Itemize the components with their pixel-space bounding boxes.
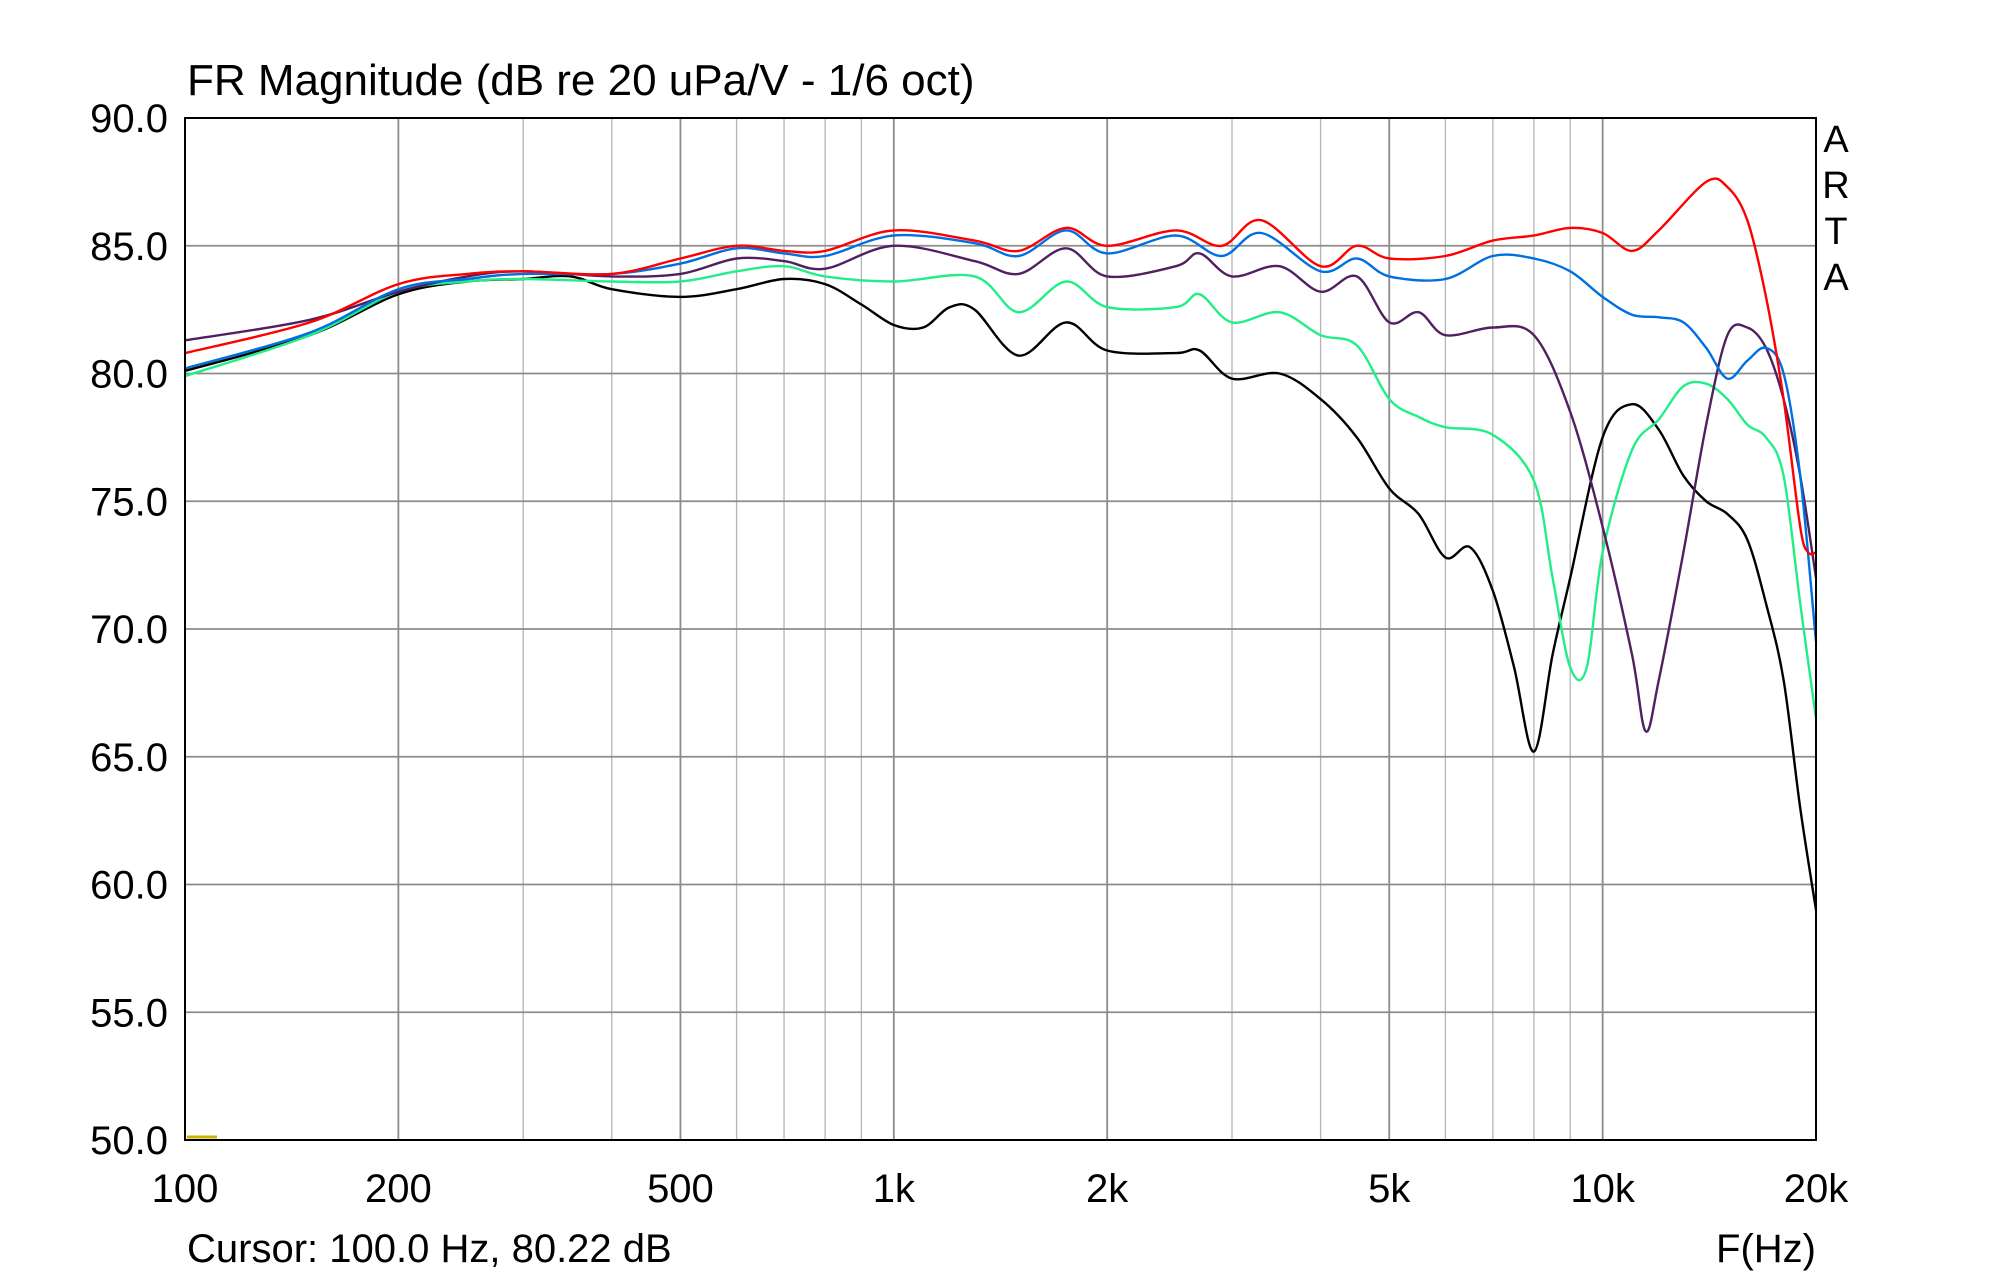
series-line <box>184 264 1818 719</box>
y-tick-label: 80.0 <box>90 353 168 397</box>
arta-brand: A R T A <box>1822 119 1849 299</box>
brand-letter: R <box>1822 165 1849 207</box>
y-tick-label: 65.0 <box>90 736 168 780</box>
brand-letter: A <box>1823 119 1849 161</box>
y-tick-label: 60.0 <box>90 864 168 908</box>
chart-title: FR Magnitude (dB re 20 uPa/V - 1/6 oct) <box>187 56 975 105</box>
plot-frame <box>184 117 1817 1141</box>
y-tick-label: 75.0 <box>90 480 168 524</box>
series-line <box>184 274 1818 911</box>
x-tick-label: 1k <box>873 1167 916 1211</box>
brand-letter: T <box>1824 211 1847 253</box>
x-tick-label: 20k <box>1784 1167 1849 1211</box>
x-tick-labels: 100 200 500 1k 2k 5k 10k 20k <box>152 1167 1850 1211</box>
y-tick-label: 90.0 <box>90 97 168 141</box>
x-tick-label: 2k <box>1086 1167 1129 1211</box>
series-lines <box>184 177 1818 911</box>
x-tick-label: 100 <box>152 1167 219 1211</box>
y-tick-label: 85.0 <box>90 225 168 269</box>
cursor-readout: Cursor: 100.0 Hz, 80.22 dB <box>187 1227 672 1271</box>
x-tick-label: 10k <box>1570 1167 1635 1211</box>
y-tick-labels: 90.0 85.0 80.0 75.0 70.0 65.0 60.0 55.0 50.0 <box>90 97 168 1163</box>
series-line <box>184 177 1817 556</box>
x-axis-label: F(Hz) <box>1716 1227 1816 1271</box>
x-tick-label: 200 <box>365 1167 432 1211</box>
series-line <box>184 244 1818 733</box>
x-tick-label: 5k <box>1368 1167 1411 1211</box>
y-tick-label: 70.0 <box>90 608 168 652</box>
brand-letter: A <box>1823 257 1849 299</box>
y-tick-label: 55.0 <box>90 991 168 1035</box>
x-tick-label: 500 <box>647 1167 714 1211</box>
y-tick-label: 50.0 <box>90 1119 168 1163</box>
